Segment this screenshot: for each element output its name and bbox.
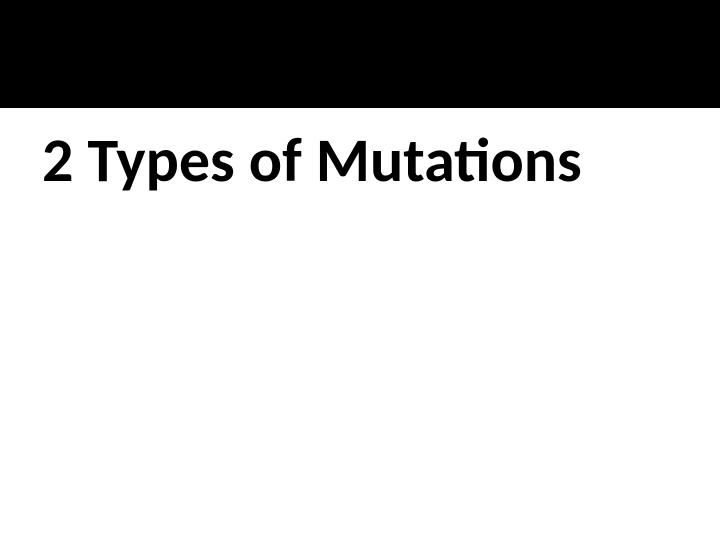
slide-title: 2 Types of Mutations [42,122,582,198]
top-black-bar [0,0,720,108]
